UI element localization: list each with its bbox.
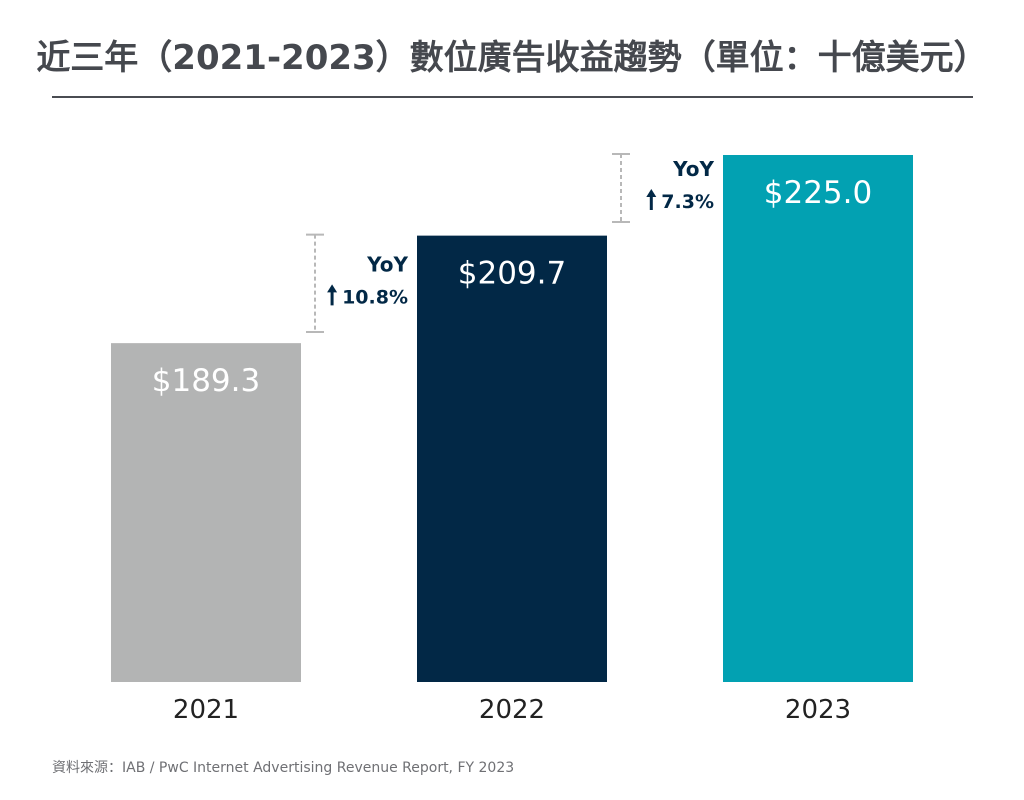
- yoy-label: YoY: [672, 157, 714, 181]
- bar-2023: [723, 155, 913, 682]
- yoy-label: YoY: [366, 252, 408, 276]
- source-note: 資料來源：IAB / PwC Internet Advertising Reve…: [52, 760, 515, 776]
- yoy-change-value: 7.3%: [661, 191, 714, 213]
- arrow-up-icon: [327, 284, 338, 306]
- bar-2022: [417, 235, 607, 683]
- chart-title: 近三年（2021-2023）數位廣告收益趨勢（單位：十億美元）: [36, 38, 988, 78]
- bar-2021: [111, 343, 301, 682]
- data-label-2022: $209.7: [458, 256, 566, 292]
- data-label-2023: $225.0: [764, 175, 872, 211]
- yoy-change-value: 10.8%: [342, 286, 408, 308]
- x-tick-label-2021: 2021: [173, 695, 239, 725]
- title-divider: [52, 96, 973, 98]
- data-label-2021: $189.3: [152, 363, 260, 399]
- arrow-up-icon: [646, 189, 657, 210]
- x-tick-label-2022: 2022: [479, 695, 545, 725]
- x-tick-label-2023: 2023: [785, 695, 851, 725]
